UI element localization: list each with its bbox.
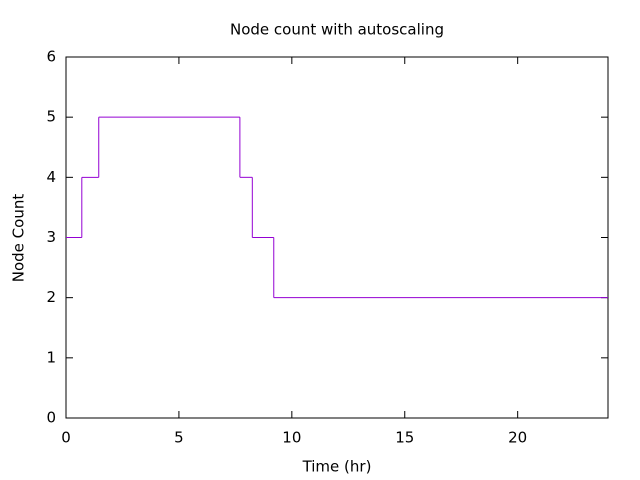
y-tick-label: 1 [46,348,56,366]
x-tick-label: 10 [282,429,301,447]
x-tick-label: 15 [395,429,414,447]
y-tick-label: 0 [46,409,56,427]
x-tick-label: 0 [61,429,71,447]
x-tick-label: 20 [508,429,527,447]
y-tick-label: 2 [46,288,56,306]
x-tick-label: 5 [174,429,184,447]
y-axis-label: Node Count [10,194,28,283]
y-tick-label: 4 [46,168,56,186]
y-tick-label: 5 [46,108,56,126]
chart-title: Node count with autoscaling [230,21,444,39]
y-tick-label: 3 [46,228,56,246]
y-tick-label: 6 [46,48,56,66]
x-axis-label: Time (hr) [302,458,372,476]
